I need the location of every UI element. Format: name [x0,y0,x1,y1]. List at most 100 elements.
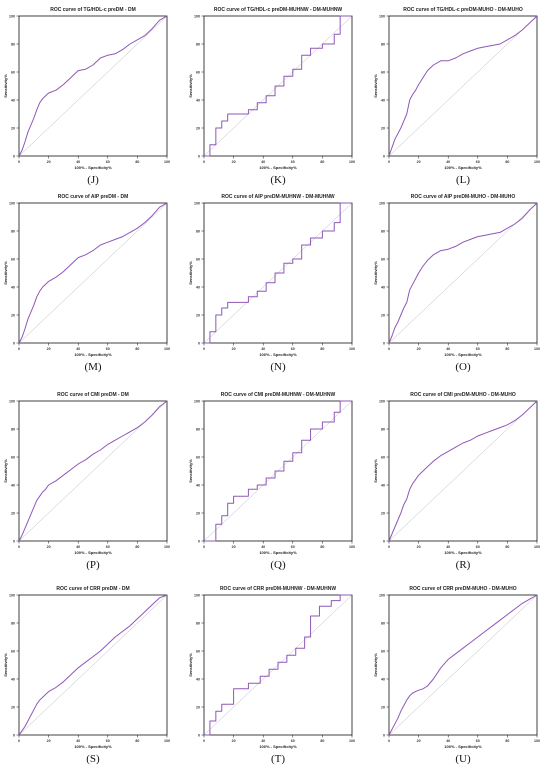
x-tick-label: 40 [446,739,450,743]
y-tick-label: 100 [9,201,15,205]
chart-title: ROC curve of TG/HDL-c preDM-MUHNW - DM-M… [214,7,343,13]
y-tick-label: 20 [381,511,385,515]
plot-frame [18,400,168,542]
x-tick-label: 0 [18,739,20,743]
y-tick-label: 60 [196,257,200,261]
plot-frame [18,594,168,736]
x-tick-label: 40 [76,545,80,549]
reference-diagonal-line [388,400,538,542]
roc-curve-line [204,202,352,344]
x-axis-label: 100% - Specificity% [444,352,482,357]
x-tick-label: 20 [47,347,51,351]
x-tick-label: 100 [534,160,540,164]
x-tick-label: 80 [320,545,324,549]
plot-frame [388,202,538,344]
panel-letter-label: (O) [455,361,471,373]
x-tick-label: 20 [232,545,236,549]
y-tick-label: 0 [198,341,200,345]
y-tick-label: 40 [381,677,385,681]
y-tick-label: 40 [381,285,385,289]
y-tick-label: 20 [11,313,15,317]
x-tick-label: 0 [388,160,390,164]
y-tick-label: 20 [381,126,385,130]
x-tick-label: 60 [291,347,295,351]
y-tick-label: 20 [196,705,200,709]
chart-title: ROC curve of CRR preDM-MUHNW - DM-MUHNW [220,586,336,592]
panel-letter-label: (N) [270,361,286,373]
y-tick-label: 100 [9,399,15,403]
reference-diagonal-line [18,594,168,736]
y-tick-label: 80 [381,229,385,233]
x-tick-label: 100 [534,545,540,549]
y-tick-label: 20 [11,126,15,130]
roc-panel-8: ROC curve of CMI preDM-MUHO - DM-MUHO 0 20… [373,392,540,571]
plot-frame [18,202,168,344]
x-tick-label: 40 [261,347,265,351]
x-axis-label: 100% - Specificity% [74,352,112,357]
x-tick-label: 60 [291,160,295,164]
y-tick-label: 80 [381,42,385,46]
panel-letter-label: (J) [87,174,99,186]
y-tick-label: 0 [198,733,200,737]
y-tick-label: 80 [196,427,200,431]
roc-panel-10: ROC curve of CRR preDM-MUHNW - DM-MUHNW 0… [188,586,355,765]
y-tick-label: 80 [381,427,385,431]
roc-curve-line [388,594,538,736]
x-tick-label: 40 [261,739,265,743]
chart-title: ROC curve of AIP preDM-MUHO - DM-MUHO [411,194,516,200]
x-tick-label: 100 [164,347,170,351]
x-tick-label: 0 [203,545,205,549]
roc-panel-5: ROC curve of AIP preDM-MUHO - DM-MUHO 0 20… [373,194,540,373]
y-axis-label: Sensitivity% [188,261,193,285]
y-tick-label: 40 [11,98,15,102]
y-axis-label: Sensitivity% [188,74,193,98]
reference-diagonal-line [388,15,538,157]
x-tick-label: 60 [106,545,110,549]
x-tick-label: 0 [203,739,205,743]
y-tick-label: 60 [381,455,385,459]
y-tick-label: 20 [11,705,15,709]
x-tick-label: 40 [261,160,265,164]
plot-frame [203,594,353,736]
y-axis-label: Sensitivity% [188,653,193,677]
y-tick-label: 60 [11,455,15,459]
y-tick-label: 0 [383,154,385,158]
y-axis-label: Sensitivity% [373,261,378,285]
y-tick-label: 100 [194,593,200,597]
y-tick-label: 20 [381,313,385,317]
y-tick-label: 60 [11,649,15,653]
roc-panel-1: ROC curve of TG/HDL-c preDM-MUHNW - DM-M… [188,7,355,186]
x-tick-label: 40 [446,160,450,164]
roc-panel-3: ROC curve of AIP preDM - DM 0 20 40 60 80 100 0… [3,194,170,373]
x-tick-label: 80 [320,347,324,351]
x-tick-label: 0 [18,160,20,164]
roc-panel-7: ROC curve of CMI preDM-MUHNW - DM-MUHNW 0… [188,392,355,571]
x-tick-label: 60 [106,160,110,164]
roc-curve-line [388,400,538,542]
x-axis-label: 100% - Specificity% [74,165,112,170]
x-axis-label: 100% - Specificity% [259,744,297,749]
y-tick-label: 100 [9,14,15,18]
x-tick-label: 80 [505,347,509,351]
chart-title: ROC curve of CRR preDM-MUHO - DM-MUHO [409,586,516,592]
y-tick-label: 80 [11,427,15,431]
plot-frame [18,15,168,157]
y-tick-label: 60 [11,70,15,74]
reference-diagonal-line [388,594,538,736]
x-tick-label: 60 [291,739,295,743]
x-tick-label: 20 [47,160,51,164]
x-axis-label: 100% - Specificity% [444,550,482,555]
y-tick-label: 40 [11,483,15,487]
chart-title: ROC curve of CRR preDM - DM [56,586,129,592]
y-tick-label: 80 [11,42,15,46]
x-tick-label: 60 [476,160,480,164]
y-tick-label: 0 [13,154,15,158]
y-axis-label: Sensitivity% [3,459,8,483]
x-axis-label: 100% - Specificity% [444,165,482,170]
x-axis-label: 100% - Specificity% [74,744,112,749]
chart-title: ROC curve of TG/HDL-c preDM-MUHO - DM-MU… [403,7,523,13]
x-tick-label: 100 [534,347,540,351]
x-tick-label: 20 [232,160,236,164]
x-tick-label: 40 [76,160,80,164]
